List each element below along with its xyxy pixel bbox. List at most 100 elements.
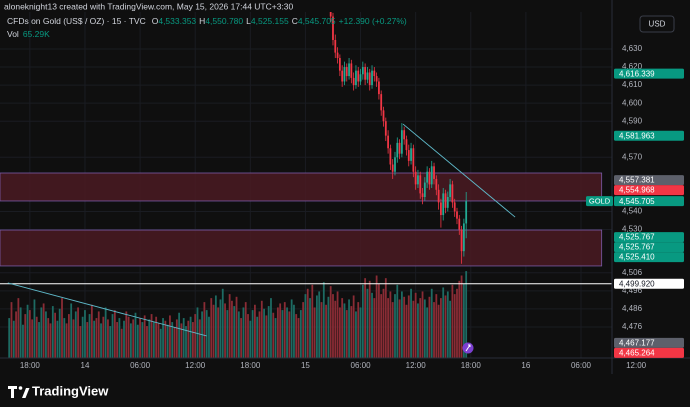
x-tick-label: 15 [301, 361, 310, 370]
candle-body [380, 94, 383, 111]
volume-bar [164, 320, 167, 358]
candle-body [343, 67, 346, 82]
volume-bar [313, 307, 316, 358]
price-label-box [614, 337, 684, 348]
volume-bar [394, 294, 396, 358]
candle-body [352, 77, 355, 86]
volume-bar [384, 278, 387, 358]
price-label: 4,616.339 [619, 69, 655, 78]
ohlc-value: 4,533.353 [158, 16, 196, 26]
candle-body [359, 74, 362, 82]
volume-bar [56, 320, 59, 358]
volume-bar [63, 318, 66, 358]
price-label: 4,525.410 [619, 253, 655, 262]
volume-bar [8, 318, 11, 358]
volume-bar [456, 288, 458, 358]
volume-bar [219, 299, 222, 358]
candle-body [389, 148, 392, 165]
candle-body [462, 223, 465, 252]
volume-bar [240, 318, 243, 358]
candle-body [375, 76, 378, 82]
volume-bar [102, 316, 105, 358]
logo-mark [22, 388, 30, 398]
volume-bar [364, 278, 367, 358]
volume-bar [299, 310, 302, 358]
volume-bar [90, 304, 93, 358]
symbol: CFDs on Gold (US$ / OZ) · 15 · TVC [7, 16, 146, 26]
volume-bar [320, 302, 323, 358]
price-label-box [614, 242, 684, 253]
volume-bar [359, 307, 362, 358]
volume-bar [426, 307, 429, 358]
volume-bar [322, 282, 325, 358]
volume-bar [118, 318, 121, 358]
volume-bar [139, 318, 141, 358]
volume-bar [462, 283, 465, 358]
candle-body [428, 171, 431, 185]
vol-value: 65.29K [23, 29, 50, 39]
volume-bar [361, 284, 364, 358]
volume-bar [403, 296, 406, 358]
price-label-box [614, 68, 684, 79]
volume-bar [318, 291, 321, 358]
price-label: 4,545.705 [619, 197, 655, 206]
candle-body [334, 39, 337, 53]
candle-body [414, 171, 417, 185]
price-label-box [614, 175, 684, 186]
volume-bar [396, 284, 399, 358]
volume-bar [189, 316, 192, 358]
currency-button[interactable] [639, 15, 675, 33]
y-tick-label: 4,506 [622, 268, 643, 277]
candle-body [384, 121, 387, 136]
x-tick-label: 18:00 [461, 361, 482, 370]
volume-bar [336, 291, 339, 358]
currency[interactable]: USD [649, 20, 666, 29]
volume-bar [67, 314, 70, 358]
volume-bar [157, 323, 160, 358]
volume-bar [19, 307, 22, 358]
volume-bar [256, 316, 259, 358]
logo: TradingView [8, 383, 109, 398]
volume-bar [348, 299, 350, 358]
price-label: 4,465.264 [619, 348, 655, 357]
volume-bar [373, 298, 376, 358]
volume-bar [84, 310, 86, 358]
volume-bar [47, 318, 50, 358]
volume-bar [391, 302, 394, 358]
volume-bar [136, 324, 139, 358]
x-tick-label: 06:00 [130, 361, 151, 370]
volume-bar [263, 308, 265, 358]
volume-bar [304, 294, 307, 358]
author-line: aloneknight13 created with TradingView.c… [4, 1, 294, 11]
volume-bar [398, 299, 401, 358]
y-tick-label: 4,540 [622, 207, 643, 216]
volume-bar [251, 310, 254, 358]
volume-bar [357, 302, 360, 358]
volume-bar [306, 288, 309, 358]
volume-bar [15, 311, 17, 358]
volume-bar [453, 294, 456, 358]
trend-line [7, 282, 207, 337]
y-tick-label: 4,570 [622, 152, 643, 161]
logo-dot [18, 386, 23, 390]
volume-bar [311, 284, 314, 358]
price-label: 4,581.963 [619, 131, 655, 140]
volume-bar [116, 322, 119, 358]
price-label: 4,467.177 [619, 338, 655, 347]
candle-body [449, 184, 451, 198]
volume-bar [419, 298, 422, 358]
volume-bar [107, 319, 109, 358]
candle-body [336, 52, 339, 59]
volume-bar [150, 314, 153, 358]
price-label-box [614, 232, 684, 243]
volume-bar [72, 319, 75, 358]
y-tick-label: 4,610 [622, 80, 643, 89]
volume-bar [120, 328, 123, 358]
volume-bar [104, 307, 107, 358]
candle-body [440, 202, 442, 216]
x-tick-label: 18:00 [20, 361, 41, 370]
volume-bar [352, 295, 355, 358]
x-tick-label: 16 [521, 361, 530, 370]
candle-body [357, 70, 360, 82]
volume-bar [88, 314, 91, 358]
